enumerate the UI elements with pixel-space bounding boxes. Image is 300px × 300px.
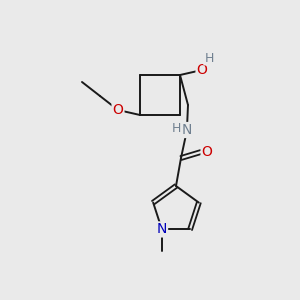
Text: N: N bbox=[182, 123, 192, 137]
Text: O: O bbox=[112, 103, 123, 117]
Text: N: N bbox=[157, 222, 167, 236]
Text: O: O bbox=[202, 145, 212, 159]
Text: H: H bbox=[204, 52, 214, 64]
Text: H: H bbox=[171, 122, 181, 136]
Text: O: O bbox=[196, 63, 207, 77]
